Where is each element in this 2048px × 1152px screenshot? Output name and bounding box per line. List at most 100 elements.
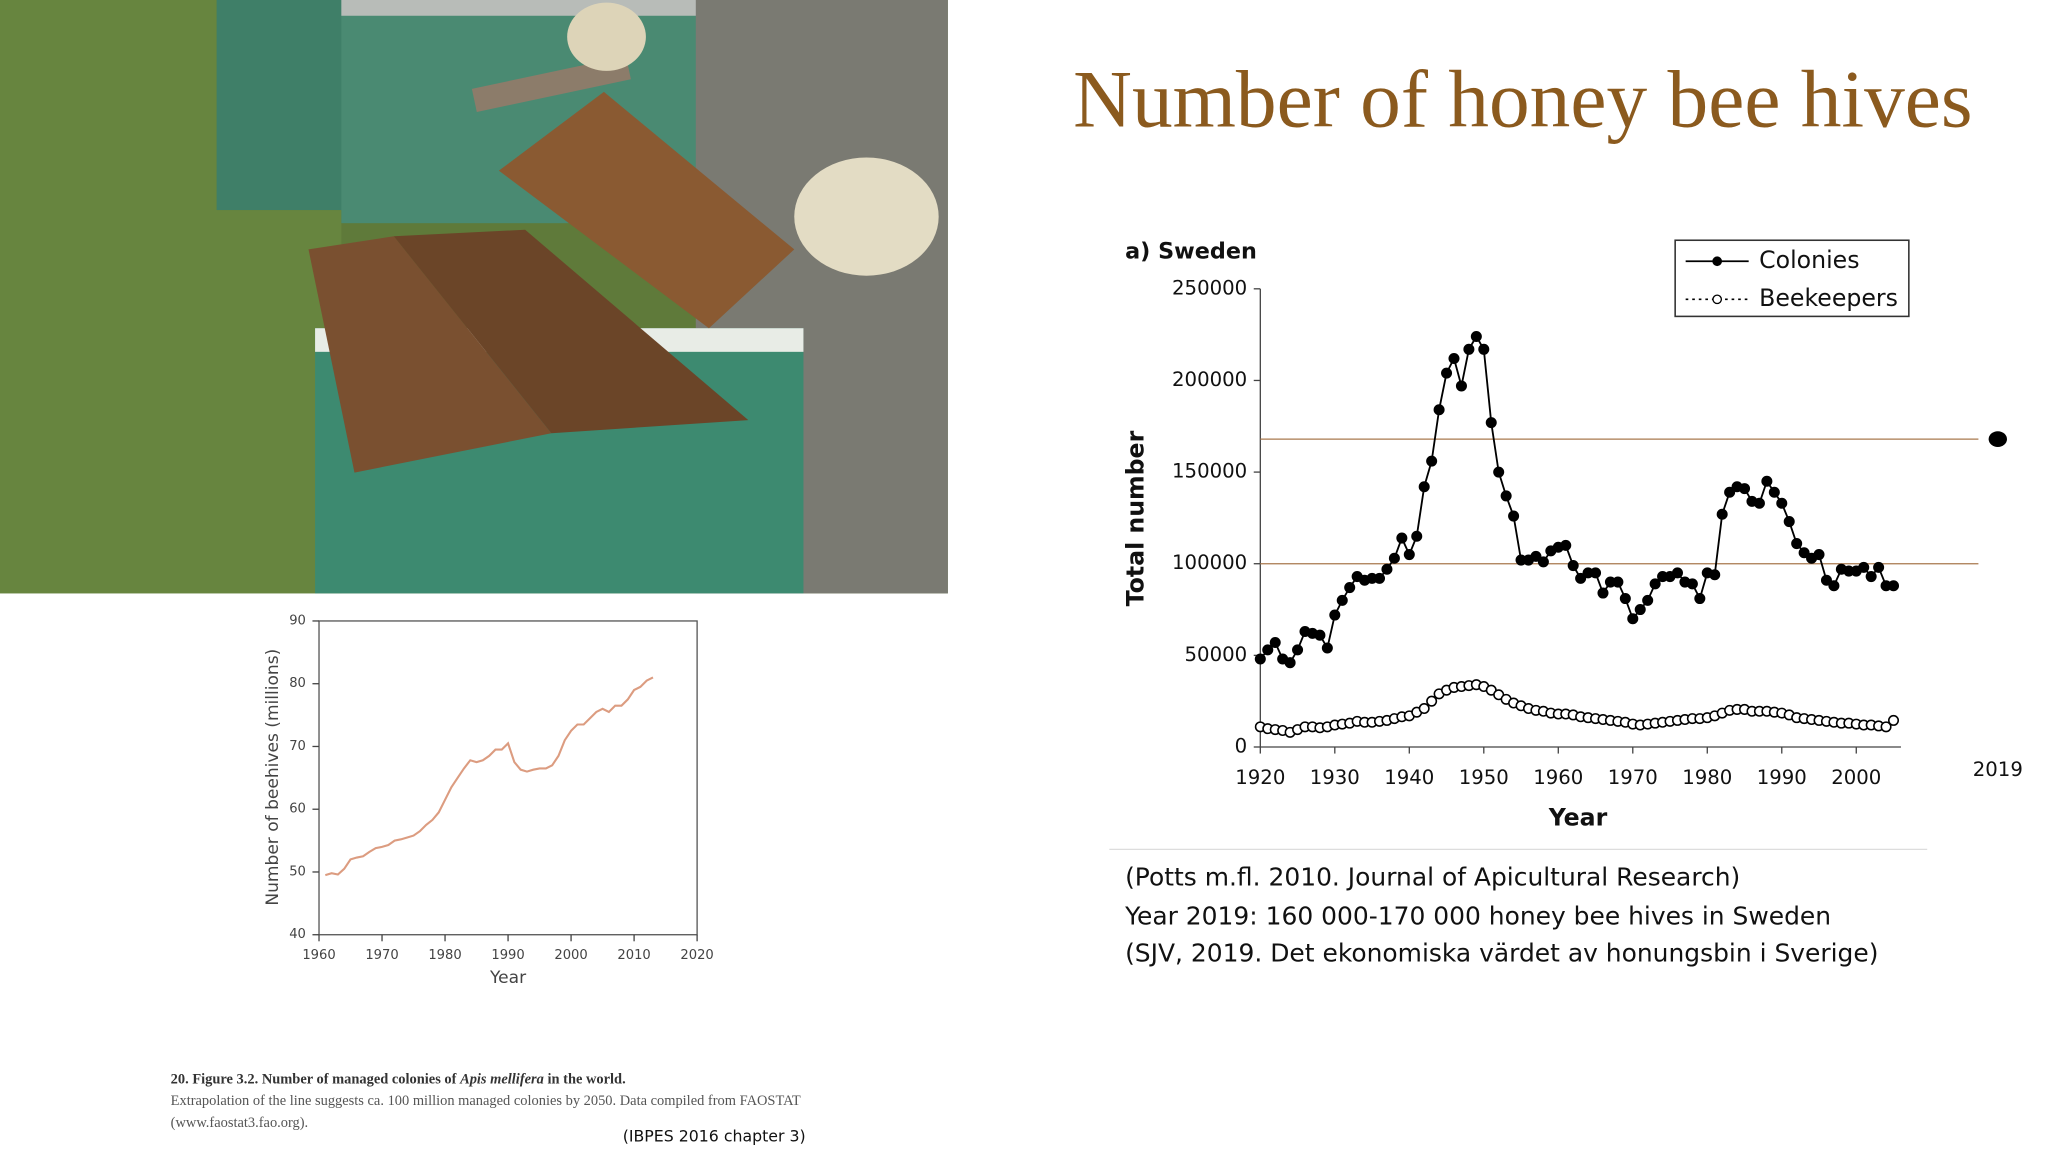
data-point [1567,560,1579,572]
data-point [1463,343,1475,355]
data-point [1426,455,1438,467]
data-line [325,676,654,877]
y-tick-label: 70 [289,739,306,754]
frame [308,236,552,473]
data-point [1388,552,1400,564]
x-tick-label: 1980 [428,948,461,963]
data-point [1820,574,1832,586]
data-point [1403,549,1415,561]
data-point [1724,486,1736,498]
data-point [1634,604,1646,616]
y-tick-label: 0 [1235,734,1248,757]
data-point [1441,367,1453,379]
data-point [1888,714,1900,726]
data-point [1612,576,1624,588]
hive-tool [471,56,631,112]
x-tick-label: 1960 [1533,766,1583,789]
y-tick-label: 100000 [1172,551,1247,574]
x-tick-label: 1990 [1757,766,1807,789]
x-tick-label: 1980 [1682,766,1732,789]
data-point [1739,483,1751,495]
data-point [1284,657,1296,669]
citation: Year 2019: 160 000-170 000 honey bee hiv… [1124,902,1831,931]
data-point [1888,580,1900,592]
beehive-photo [0,0,948,594]
x-tick-label: 1970 [1608,766,1658,789]
y-tick-label: 80 [289,676,306,691]
x-tick-label: 1940 [1384,766,1434,789]
data-point [1426,695,1438,707]
legend-box [1674,239,1910,318]
data-point [1828,580,1840,592]
data-point [1344,582,1356,594]
data-point [1694,593,1706,605]
citation: (Potts m.fl. 2010. Journal of Apicultura… [1125,862,1740,891]
data-point [1485,417,1497,429]
data-point [1254,653,1266,665]
x-tick-label: 1950 [1459,766,1509,789]
data-point [1753,497,1765,509]
data-point [1619,593,1631,605]
source-note: (IBPES 2016 chapter 3) [623,1126,806,1145]
data-point [1500,490,1512,502]
annotation-label: 2019 [1973,758,2023,781]
x-tick-label: 1990 [491,948,524,963]
data-point [1396,532,1408,544]
x-tick-label: 2010 [617,948,650,963]
y-axis-label: Total number [1121,430,1149,606]
y-tick-label: 200000 [1172,368,1247,391]
y-tick-label: 250000 [1172,276,1247,299]
data-point [1537,556,1549,568]
y-tick-label: 50 [289,864,306,879]
data-point [1627,613,1639,625]
data-point [1671,567,1683,579]
x-tick-label: 2020 [680,948,713,963]
data-point [1761,475,1773,487]
plot-frame [318,620,698,936]
data-point [1597,587,1609,599]
caption-tail: in the world. [544,1072,626,1088]
data-point [1433,404,1445,416]
data-point [1686,578,1698,590]
lifted-frame [498,91,795,329]
data-point [1493,466,1505,478]
chart-title: a) Sweden [1125,239,1257,265]
data-point [1560,539,1572,551]
data-point [1776,497,1788,509]
hive-box [216,0,348,211]
data-point [1418,702,1430,715]
data-point [1791,538,1803,550]
annotation-point [1988,431,2007,447]
x-tick-label: 1970 [365,948,398,963]
data-point [1292,644,1304,656]
y-tick-label: 50000 [1185,643,1248,666]
figure-caption-body: (www.faostat3.fao.org). [171,1115,309,1131]
data-point [1478,343,1490,355]
hive-lid [341,0,709,16]
data-point [1813,549,1825,561]
x-axis-label: Year [1548,804,1608,832]
y-tick-label: 60 [289,802,306,817]
legend-marker [1712,256,1723,267]
caption-lead: 20. Figure 3.2. Number of managed coloni… [171,1072,460,1088]
data-point [1470,330,1482,342]
figure-caption: 20. Figure 3.2. Number of managed coloni… [171,1072,626,1088]
data-point [1418,481,1430,493]
y-tick-label: 40 [289,927,306,942]
slide-title: Number of honey bee hives [1073,53,1972,144]
data-point [1314,629,1326,641]
x-axis-label: Year [489,968,527,988]
data-point [1329,609,1341,621]
data-point [1858,561,1870,573]
figure-caption-body: Extrapolation of the line suggests ca. 1… [171,1093,801,1109]
data-point [1716,508,1728,520]
data-line [1259,334,1894,664]
data-point [1373,572,1386,584]
legend-marker [1712,294,1723,305]
y-axis-label: Number of beehives (millions) [263,649,283,906]
data-point [1455,380,1467,392]
data-point [1321,642,1333,654]
x-tick-label: 2000 [554,948,587,963]
glove [794,157,939,276]
